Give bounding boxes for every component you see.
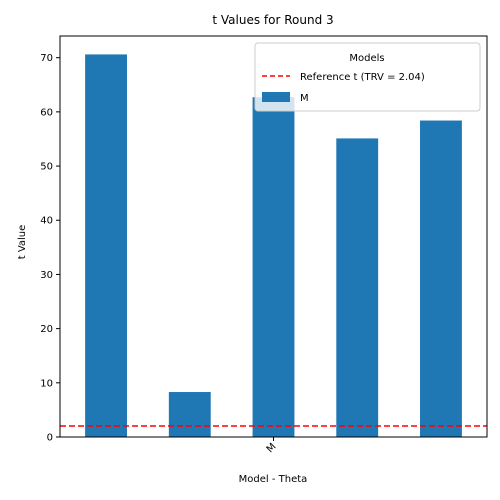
legend-reference-label: Reference t (TRV = 2.04) bbox=[300, 72, 425, 83]
y-tick-label: 30 bbox=[40, 270, 53, 281]
bar-4 bbox=[336, 138, 379, 437]
x-axis-label: Model - Theta bbox=[239, 474, 308, 485]
x-tick-label: M bbox=[265, 441, 279, 455]
bar-1 bbox=[85, 54, 127, 438]
y-tick-label: 20 bbox=[40, 324, 53, 335]
y-tick-label: 50 bbox=[40, 162, 53, 173]
legend: Models Reference t (TRV = 2.04) M bbox=[254, 42, 481, 112]
legend-title: Models bbox=[349, 53, 384, 64]
y-tick-label: 40 bbox=[40, 216, 53, 227]
y-axis: 0 10 20 30 40 50 60 70 bbox=[40, 53, 60, 444]
bars bbox=[85, 54, 462, 438]
y-tick-label: 0 bbox=[47, 433, 53, 444]
y-tick-label: 10 bbox=[40, 378, 53, 389]
chart-title: t Values for Round 3 bbox=[212, 13, 333, 27]
bar-5 bbox=[420, 120, 462, 438]
bar-2 bbox=[168, 392, 211, 437]
legend-series-label: M bbox=[300, 93, 309, 104]
y-tick-label: 60 bbox=[40, 107, 53, 118]
legend-box bbox=[254, 42, 481, 112]
legend-series-swatch bbox=[262, 92, 290, 102]
y-axis-label: t Value bbox=[17, 225, 28, 260]
x-axis: M bbox=[265, 437, 279, 455]
y-tick-label: 70 bbox=[40, 53, 53, 64]
bar-3 bbox=[252, 97, 295, 438]
